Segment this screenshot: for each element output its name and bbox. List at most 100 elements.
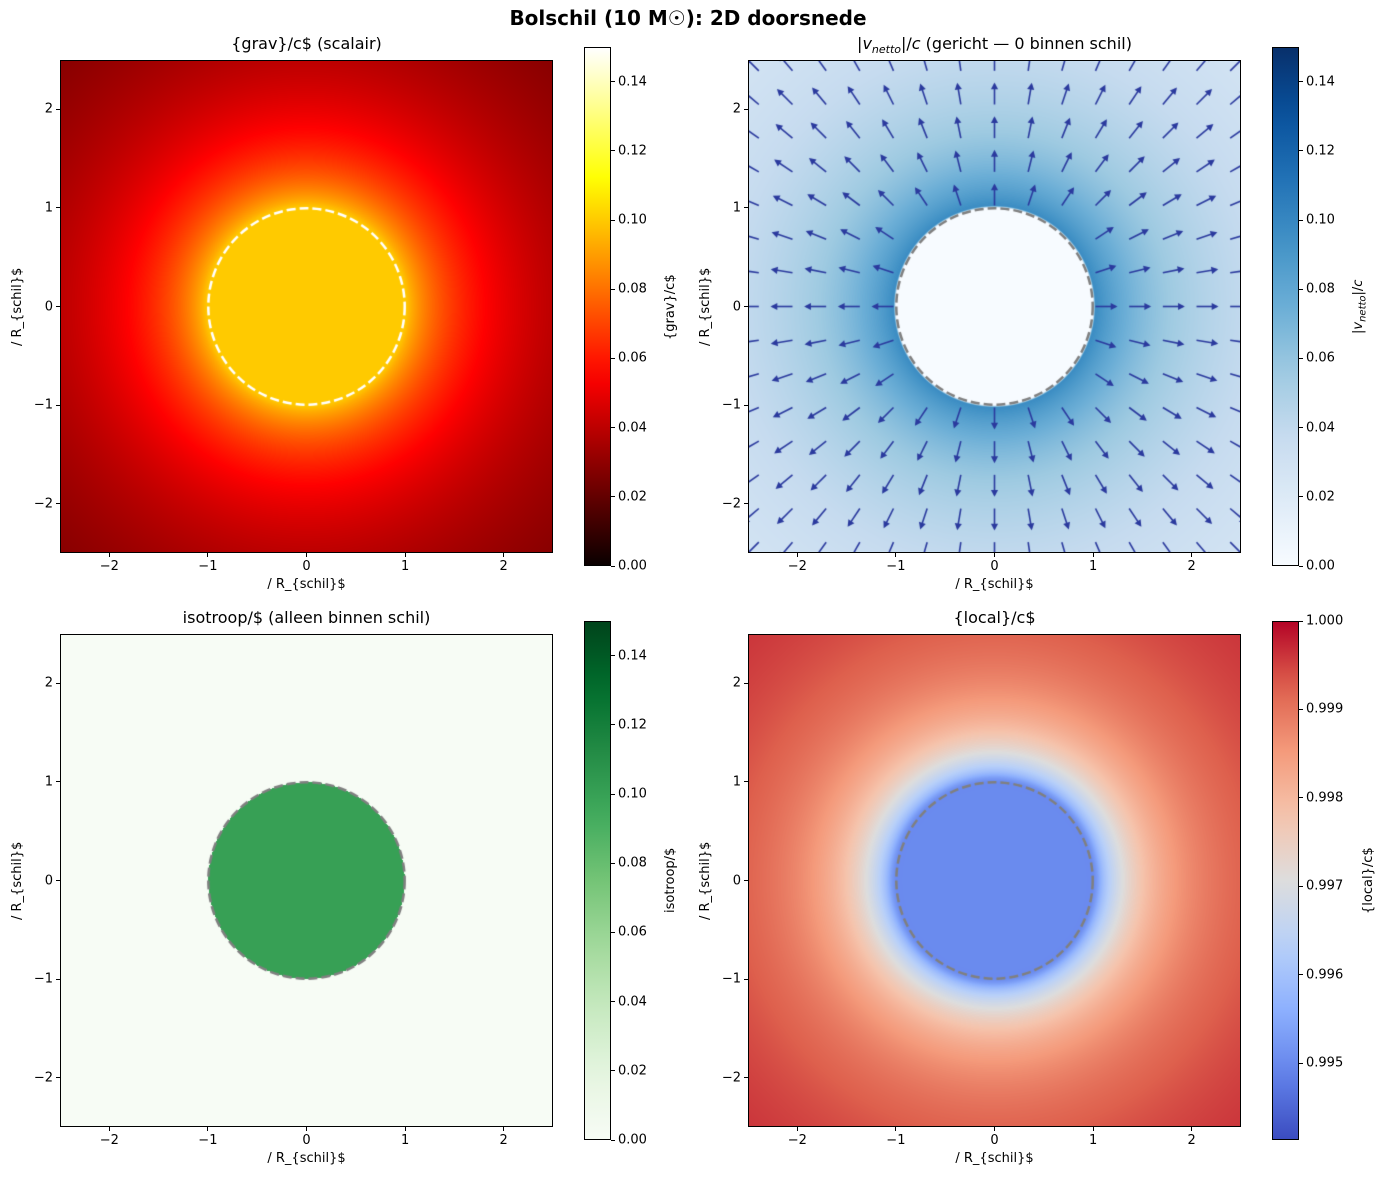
x-tick-label: −1 [198,1133,218,1148]
colorbar-tick-label: 0.00 [1306,558,1335,574]
colorbar-tick-label: 0.12 [618,143,647,159]
colorbar-tick-label: 0.995 [1306,1055,1344,1071]
x-tick-label: 1 [400,559,410,574]
y-axis-label: / R_{schil}$ [10,267,25,346]
y-axis-label: / R_{schil}$ [698,841,713,920]
x-tick-mark [1092,1127,1094,1131]
x-tick-label: −2 [99,559,119,574]
heatmap-plot-local [748,634,1241,1127]
y-tick-mark [744,682,748,684]
colorbar-tick-mark [611,724,615,726]
heatmap-canvas-vnetto [749,61,1240,552]
y-tick-label: −1 [33,971,53,987]
y-axis-label: / R_{schil}$ [10,841,25,920]
y-tick-label: −2 [721,496,741,512]
colorbar-tick-label: 0.02 [618,489,647,505]
x-tick-mark [404,1127,406,1131]
colorbar-tick-label: 0.06 [618,350,647,366]
x-tick-label: −2 [787,1133,807,1148]
colorbar-tick-label: 0.14 [1306,74,1335,90]
x-axis-label: / R_{schil}$ [267,1151,346,1166]
x-tick-label: 0 [302,559,311,574]
y-tick-mark [744,108,748,110]
x-tick-label: 0 [302,1133,311,1148]
colorbar-tick-mark [611,288,615,290]
y-tick-mark [744,781,748,783]
y-tick-label: 0 [732,873,741,888]
y-tick-label: 1 [732,200,741,216]
colorbar-label: {local}/c$ [1361,847,1376,914]
y-tick-mark [744,978,748,980]
x-tick-label: −2 [99,1133,119,1148]
x-tick-mark [108,553,110,557]
colorbar-tick-mark [1299,496,1303,498]
panel-title-isotroop: isotroop/$ (alleen binnen schil) [182,608,431,627]
y-tick-mark [56,503,60,505]
colorbar-tick-mark [1299,565,1303,567]
colorbar-tick-label: 0.06 [1306,350,1335,366]
colorbar-tick-mark [611,427,615,429]
y-tick-mark [744,306,748,307]
heatmap-canvas-isotroop [61,635,552,1126]
colorbar-tick-mark [1299,885,1303,887]
colorbar-tick-mark [611,150,615,152]
x-tick-mark [404,553,406,557]
colorbar-tick-mark [611,1070,615,1072]
colorbar-tick-label: 0.10 [618,212,647,228]
colorbar-tick-label: 0.998 [1306,790,1344,806]
y-tick-label: −2 [721,1070,741,1086]
y-tick-label: 1 [44,774,53,790]
x-tick-mark [306,553,307,557]
x-tick-mark [796,1127,798,1131]
x-tick-mark [503,553,505,557]
x-tick-mark [1191,1127,1193,1131]
x-tick-label: −1 [886,559,906,574]
colorbar-isotroop [584,621,611,1140]
y-tick-mark [56,306,60,307]
x-tick-mark [895,1127,897,1131]
colorbar-tick-mark [1299,620,1303,622]
colorbar-vnetto [1272,47,1299,566]
colorbar-tick-mark [1299,797,1303,799]
x-tick-mark [306,1127,307,1131]
colorbar-grav [584,47,611,566]
colorbar-tick-label: 0.14 [618,648,647,664]
x-tick-label: 2 [1187,1133,1196,1148]
heatmap-plot-isotroop [60,634,553,1127]
y-tick-mark [744,404,748,406]
colorbar-tick-label: 0.08 [618,281,647,297]
colorbar-tick-mark [1299,357,1303,359]
x-tick-mark [1191,553,1193,557]
colorbar-tick-mark [611,655,615,657]
panel-title-local: {local}/c$ [953,608,1036,627]
y-tick-label: −1 [33,397,53,413]
colorbar-tick-label: 0.997 [1306,878,1344,894]
panel-title-grav: {grav}/c$ (scalair) [231,34,382,53]
colorbar-tick-label: 0.02 [1306,489,1335,505]
y-tick-label: −1 [721,397,741,413]
y-tick-label: 0 [44,873,53,888]
colorbar-tick-mark [1299,708,1303,710]
x-tick-mark [207,1127,209,1131]
y-axis-label: / R_{schil}$ [698,267,713,346]
colorbar-local [1272,621,1299,1140]
colorbar-label: |vnetto|/c [1351,279,1369,334]
colorbar-tick-label: 0.04 [618,420,647,436]
y-tick-mark [744,503,748,505]
y-tick-label: 2 [732,675,741,691]
colorbar-tick-label: 0.04 [1306,420,1335,436]
x-tick-label: −1 [198,559,218,574]
colorbar-tick-label: 0.08 [1306,281,1335,297]
x-tick-mark [796,553,798,557]
colorbar-tick-label: 0.14 [618,74,647,90]
y-tick-mark [744,207,748,209]
y-tick-mark [56,880,60,881]
colorbar-tick-mark [1299,150,1303,152]
x-tick-label: 2 [499,559,508,574]
y-tick-label: 2 [44,675,53,691]
y-tick-label: 2 [44,101,53,117]
x-tick-mark [108,1127,110,1131]
colorbar-tick-mark [611,862,615,864]
colorbar-tick-label: 0.996 [1306,967,1344,983]
colorbar-tick-mark [611,81,615,83]
